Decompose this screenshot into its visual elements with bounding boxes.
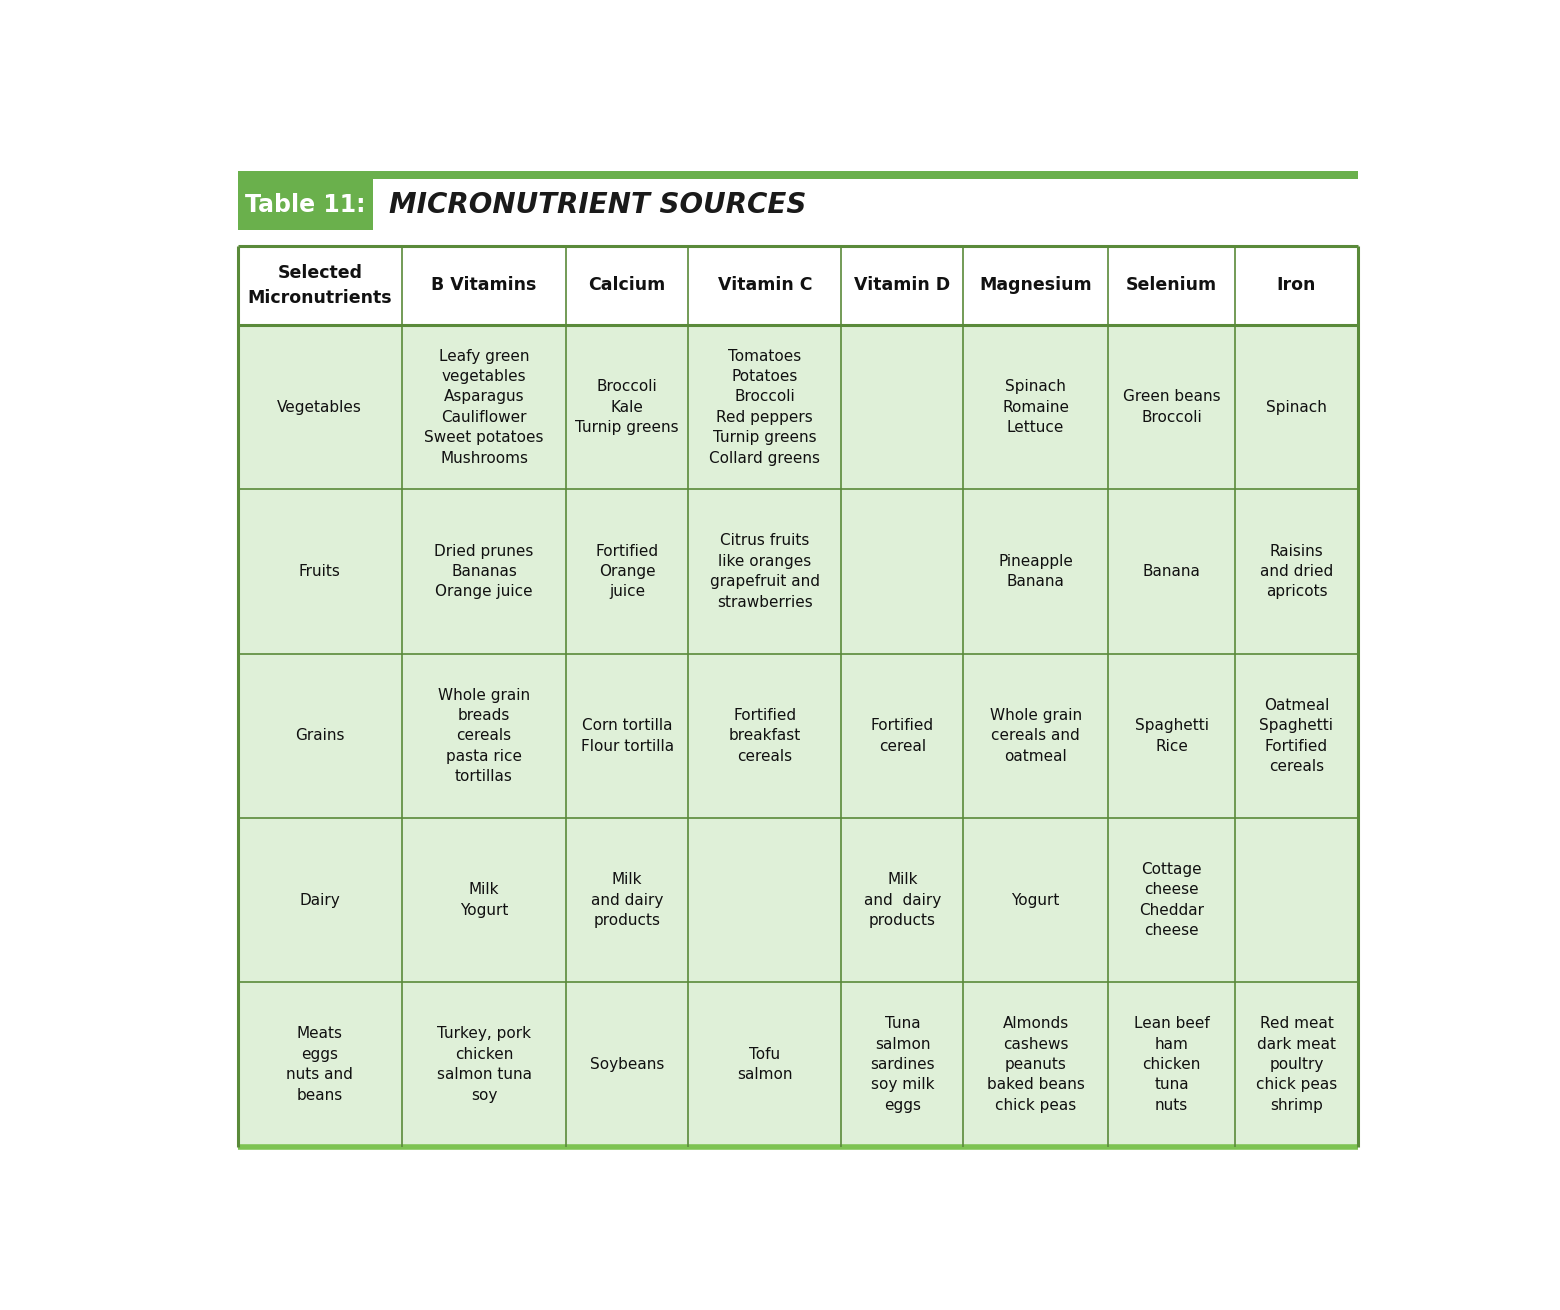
Bar: [1236, 325, 1357, 490]
Text: MICRONUTRIENT SOURCES: MICRONUTRIENT SOURCES: [388, 190, 807, 219]
Text: Fortified
cereal: Fortified cereal: [870, 718, 934, 753]
Bar: [1108, 246, 1236, 325]
Text: Spaghetti
Rice: Spaghetti Rice: [1134, 718, 1209, 753]
Bar: [566, 325, 688, 490]
Bar: [964, 246, 1108, 325]
Text: Raisins
and dried
apricots: Raisins and dried apricots: [1260, 544, 1334, 600]
Bar: [237, 178, 373, 231]
Bar: [402, 246, 566, 325]
Bar: [841, 982, 964, 1146]
Text: Grains: Grains: [295, 728, 345, 743]
Bar: [964, 982, 1108, 1146]
Bar: [688, 654, 841, 817]
Text: Turkey, pork
chicken
salmon tuna
soy: Turkey, pork chicken salmon tuna soy: [437, 1027, 532, 1103]
Bar: [566, 654, 688, 817]
Text: Vitamin C: Vitamin C: [718, 276, 813, 295]
Bar: [1236, 246, 1357, 325]
Text: Spinach
Romaine
Lettuce: Spinach Romaine Lettuce: [1002, 380, 1069, 435]
Bar: [1236, 490, 1357, 654]
Text: B Vitamins: B Vitamins: [431, 276, 537, 295]
Bar: [402, 817, 566, 982]
Text: Soybeans: Soybeans: [590, 1057, 665, 1072]
Text: Fortified
breakfast
cereals: Fortified breakfast cereals: [729, 707, 800, 764]
Bar: [1236, 817, 1357, 982]
Bar: [841, 490, 964, 654]
Bar: [237, 982, 402, 1146]
Text: Dairy: Dairy: [300, 892, 340, 908]
Text: Dried prunes
Bananas
Orange juice: Dried prunes Bananas Orange juice: [434, 544, 534, 600]
Bar: [1236, 654, 1357, 817]
Text: Almonds
cashews
peanuts
baked beans
chick peas: Almonds cashews peanuts baked beans chic…: [986, 1017, 1084, 1112]
Bar: [964, 654, 1108, 817]
Bar: [688, 817, 841, 982]
Text: Iron: Iron: [1276, 276, 1317, 295]
Text: Vegetables: Vegetables: [278, 400, 362, 415]
Bar: [964, 325, 1108, 490]
Text: Banana: Banana: [1142, 565, 1201, 579]
Bar: [566, 246, 688, 325]
Text: Yogurt: Yogurt: [1011, 892, 1059, 908]
Text: Milk
and  dairy
products: Milk and dairy products: [864, 872, 941, 927]
Text: Pineapple
Banana: Pineapple Banana: [998, 554, 1073, 590]
Text: Meats
eggs
nuts and
beans: Meats eggs nuts and beans: [287, 1027, 353, 1103]
Bar: [1108, 654, 1236, 817]
Bar: [1108, 817, 1236, 982]
Bar: [566, 490, 688, 654]
Bar: [1108, 490, 1236, 654]
Bar: [688, 246, 841, 325]
Text: Cottage
cheese
Cheddar
cheese: Cottage cheese Cheddar cheese: [1139, 862, 1204, 938]
Text: Whole grain
breads
cereals
pasta rice
tortillas: Whole grain breads cereals pasta rice to…: [438, 688, 530, 785]
Text: Fortified
Orange
juice: Fortified Orange juice: [596, 544, 658, 600]
Bar: [237, 490, 402, 654]
Text: Lean beef
ham
chicken
tuna
nuts: Lean beef ham chicken tuna nuts: [1134, 1017, 1209, 1112]
Bar: [402, 325, 566, 490]
Text: Green beans
Broccoli: Green beans Broccoli: [1123, 389, 1220, 424]
Bar: [964, 817, 1108, 982]
Text: Milk
Yogurt: Milk Yogurt: [460, 883, 509, 918]
Bar: [841, 325, 964, 490]
Text: Tofu
salmon: Tofu salmon: [736, 1047, 792, 1082]
Bar: [1108, 982, 1236, 1146]
Bar: [1108, 325, 1236, 490]
Text: Calcium: Calcium: [588, 276, 666, 295]
Text: Corn tortilla
Flour tortilla: Corn tortilla Flour tortilla: [580, 718, 674, 753]
Bar: [841, 246, 964, 325]
Text: Magnesium: Magnesium: [980, 276, 1092, 295]
Bar: [841, 817, 964, 982]
Bar: [237, 325, 402, 490]
Text: Whole grain
cereals and
oatmeal: Whole grain cereals and oatmeal: [989, 707, 1081, 764]
Text: Table 11:: Table 11:: [245, 193, 365, 216]
Text: Selected
Micronutrients: Selected Micronutrients: [248, 265, 392, 307]
Text: Tomatoes
Potatoes
Broccoli
Red peppers
Turnip greens
Collard greens: Tomatoes Potatoes Broccoli Red peppers T…: [710, 348, 821, 465]
Bar: [237, 654, 402, 817]
Bar: [841, 654, 964, 817]
Bar: [237, 817, 402, 982]
Text: Fruits: Fruits: [300, 565, 340, 579]
Text: Tuna
salmon
sardines
soy milk
eggs: Tuna salmon sardines soy milk eggs: [870, 1017, 934, 1112]
Bar: [1236, 982, 1357, 1146]
Bar: [566, 817, 688, 982]
Text: Oatmeal
Spaghetti
Fortified
cereals: Oatmeal Spaghetti Fortified cereals: [1259, 698, 1334, 774]
Bar: [402, 490, 566, 654]
Text: Spinach: Spinach: [1267, 400, 1328, 415]
Bar: [566, 982, 688, 1146]
Bar: [688, 982, 841, 1146]
Bar: [402, 654, 566, 817]
Bar: [237, 172, 1357, 178]
Bar: [688, 325, 841, 490]
Text: Citrus fruits
like oranges
grapefruit and
strawberries: Citrus fruits like oranges grapefruit an…: [710, 533, 821, 609]
Text: Vitamin D: Vitamin D: [855, 276, 950, 295]
Text: Leafy green
vegetables
Asparagus
Cauliflower
Sweet potatoes
Mushrooms: Leafy green vegetables Asparagus Caulifl…: [424, 348, 544, 465]
Bar: [237, 246, 402, 325]
Bar: [964, 490, 1108, 654]
Text: Milk
and dairy
products: Milk and dairy products: [591, 872, 663, 927]
Bar: [402, 982, 566, 1146]
Text: Selenium: Selenium: [1126, 276, 1217, 295]
Text: Red meat
dark meat
poultry
chick peas
shrimp: Red meat dark meat poultry chick peas sh…: [1256, 1017, 1337, 1112]
Bar: [688, 490, 841, 654]
Text: Broccoli
Kale
Turnip greens: Broccoli Kale Turnip greens: [576, 380, 679, 435]
